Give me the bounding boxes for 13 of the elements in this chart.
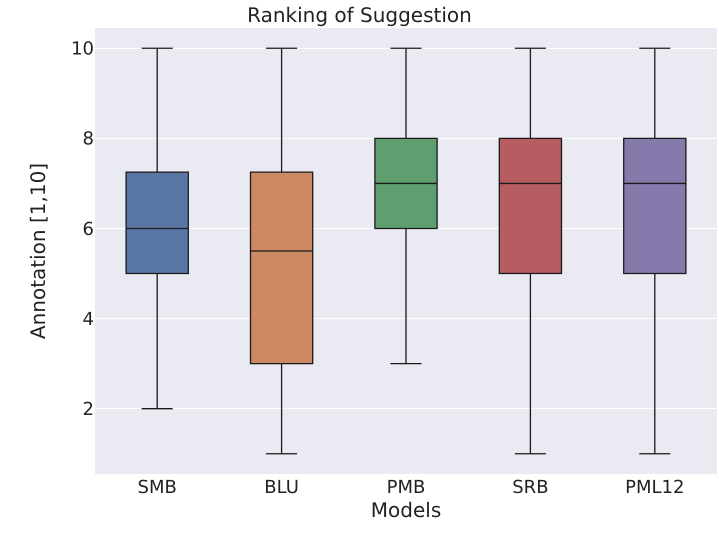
x-tick-label: SRB xyxy=(512,477,549,498)
y-axis-title: Annotation [1,10] xyxy=(26,162,50,340)
x-tick-label: SMB xyxy=(138,477,177,498)
chart-title: Ranking of Suggestion xyxy=(247,3,472,28)
y-tick-label: 4 xyxy=(82,308,94,330)
y-tick-label: 6 xyxy=(82,218,94,240)
x-tick-label: BLU xyxy=(264,477,299,498)
y-tick-label: 2 xyxy=(82,398,94,420)
y-tick-label: 10 xyxy=(71,38,94,60)
y-tick-label: 8 xyxy=(82,128,94,150)
x-tick-label: PMB xyxy=(386,477,426,498)
x-axis-title: Models xyxy=(370,498,442,522)
x-tick-label: PML12 xyxy=(625,477,684,498)
